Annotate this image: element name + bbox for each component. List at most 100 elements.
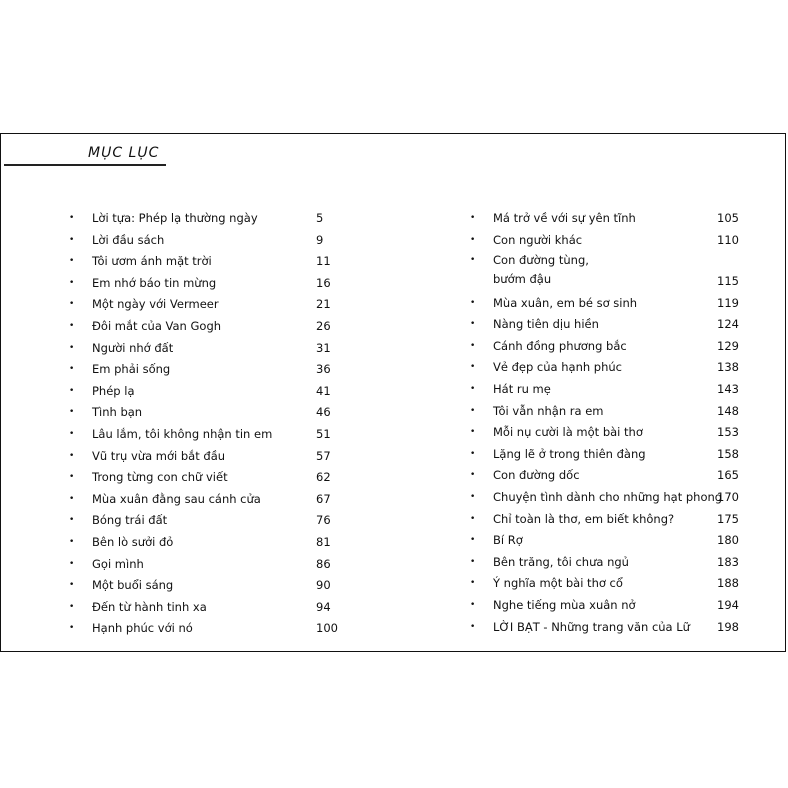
toc-entry: • Con người khác 110: [467, 230, 747, 252]
toc-entry-page: 148: [717, 403, 739, 418]
bullet-icon: •: [470, 405, 476, 416]
toc-entry-title: Gọi mình: [92, 556, 144, 571]
toc-entry-title: Bên trăng, tôi chưa ngủ: [493, 554, 629, 569]
toc-entry-page: 57: [316, 448, 331, 463]
bullet-icon: •: [69, 234, 75, 245]
toc-entry-page: 11: [316, 254, 331, 269]
toc-entry-page: 194: [717, 598, 739, 612]
bullet-icon: •: [69, 277, 75, 288]
toc-entry-title: Em nhớ báo tin mừng: [92, 275, 217, 290]
bullet-icon: •: [470, 600, 476, 610]
toc-entry: • Mùa xuân, em bé sơ sinh 119: [467, 293, 747, 315]
bullet-icon: •: [69, 213, 75, 223]
toc-entry-page: 119: [717, 295, 739, 310]
bullet-icon: •: [470, 578, 476, 589]
toc-entry-title: Bên lò sưởi đỏ: [92, 534, 174, 549]
toc-entry-page: 129: [717, 338, 739, 353]
toc-entry-page: 5: [316, 211, 324, 225]
bullet-icon: •: [470, 340, 476, 351]
bullet-icon: •: [69, 428, 75, 439]
toc-entry-page: 36: [316, 362, 331, 377]
bullet-icon: •: [69, 601, 75, 612]
toc-entry-title: Lời tựa: Phép lạ thường ngày: [92, 211, 258, 225]
toc-entry-title: Con người khác: [493, 232, 583, 247]
bullet-icon: •: [69, 299, 75, 310]
bullet-icon: •: [470, 621, 476, 632]
bullet-icon: •: [69, 558, 75, 569]
toc-entry-title: Lời đầu sách: [92, 232, 165, 247]
toc-right-column: • Má trở về với sự yên tĩnh 105 • Con người …: [467, 208, 747, 638]
bullet-icon: •: [470, 427, 476, 438]
toc-entry: • Người nhớ đất 31: [66, 338, 346, 360]
toc-entry-page: 198: [717, 619, 739, 634]
toc-entry-page: 175: [717, 511, 739, 526]
toc-entry: • Má trở về với sự yên tĩnh 105: [467, 208, 747, 230]
toc-entry: • Hát ru mẹ 143: [467, 379, 747, 401]
toc-entry: • Tình bạn 46: [66, 402, 346, 424]
bullet-icon: •: [69, 342, 75, 353]
bullet-icon: •: [470, 556, 476, 567]
toc-entry: • Bên trăng, tôi chưa ngủ 183: [467, 552, 747, 574]
toc-entry-title: Chỉ toàn là thơ, em biết không?: [493, 511, 675, 526]
toc-entry-page: 9: [316, 232, 324, 247]
toc-entry: • Vẻ đẹp của hạnh phúc 138: [467, 357, 747, 379]
toc-entry-page: 26: [316, 318, 331, 333]
bullet-icon: •: [470, 255, 476, 266]
toc-entry-page: 143: [717, 382, 739, 397]
toc-entry: • Con đường tùng, bướm đậu 115: [467, 251, 747, 293]
page-frame: [0, 133, 786, 652]
toc-entry-page: 81: [316, 534, 331, 549]
toc-entry-title: Em phải sống: [92, 362, 171, 377]
toc-entry-page: 115: [717, 274, 739, 289]
toc-entry-page: 31: [316, 340, 331, 355]
toc-entry: • Chuyện tình dành cho những hạt phong 170: [467, 487, 747, 509]
toc-entry: • Vũ trụ vừa mới bắt đầu 57: [66, 446, 346, 468]
toc-entry: • Bên lò sưởi đỏ 81: [66, 532, 346, 554]
toc-entry-page: 46: [316, 405, 331, 420]
toc-entry-page: 51: [316, 426, 331, 441]
toc-entry-title: Tình bạn: [92, 405, 143, 420]
toc-entry: • Bóng trái đất 76: [66, 510, 346, 532]
toc-entry: • Lâu lắm, tôi không nhận tin em 51: [66, 424, 346, 446]
toc-entry-page: 110: [717, 232, 739, 247]
bullet-icon: •: [69, 515, 75, 526]
toc-entry: • Gọi mình 86: [66, 554, 346, 576]
toc-entry-page: 62: [316, 470, 331, 485]
toc-entry-title: Cánh đồng phương bắc: [493, 338, 627, 353]
toc-entry-page: 124: [717, 317, 739, 332]
toc-entry-page: 158: [717, 446, 739, 461]
bullet-icon: •: [470, 448, 476, 459]
toc-entry-title: Nghe tiếng mùa xuân nở: [493, 598, 636, 612]
toc-left-column: • Lời tựa: Phép lạ thường ngày 5 • Lời đầu s…: [66, 208, 346, 640]
toc-entry: • Mỗi nụ cười là một bài thơ 153: [467, 422, 747, 444]
toc-entry-title: Hát ru mẹ: [493, 382, 551, 397]
toc-entry-page: 16: [316, 275, 331, 290]
toc-entry-title: Con đường dốc: [493, 468, 580, 483]
toc-entry-page: 165: [717, 468, 739, 483]
toc-entry-title: Đến từ hành tinh xa: [92, 599, 207, 614]
toc-entry-title: Mùa xuân đằng sau cánh cửa: [92, 491, 261, 506]
toc-entry-page: 183: [717, 554, 739, 569]
bullet-icon: •: [470, 234, 476, 245]
toc-entry-title: Tôi ươm ánh mặt trời: [92, 254, 212, 269]
toc-entry-page: 180: [717, 533, 739, 548]
bullet-icon: •: [470, 362, 476, 373]
toc-entry: • Bí Rợ 180: [467, 530, 747, 552]
toc-entry-title: Trong từng con chữ viết: [92, 470, 228, 485]
toc-entry: • Ý nghĩa một bài thơ cổ 188: [467, 573, 747, 595]
bullet-icon: •: [470, 319, 476, 330]
toc-entry-page: 153: [717, 425, 739, 440]
toc-entry-title: Một ngày với Vermeer: [92, 297, 219, 312]
bullet-icon: •: [470, 384, 476, 395]
toc-entry-page: 105: [717, 211, 739, 225]
toc-entry: • Lời tựa: Phép lạ thường ngày 5: [66, 208, 346, 230]
toc-entry-title: Nàng tiên dịu hiền: [493, 317, 599, 332]
bullet-icon: •: [69, 536, 75, 547]
toc-entry: • Tôi ươm ánh mặt trời 11: [66, 251, 346, 273]
title-underline: [4, 164, 166, 166]
toc-entry-page: 94: [316, 599, 331, 614]
toc-entry: • Em phải sống 36: [66, 359, 346, 381]
toc-entry: • Cánh đồng phương bắc 129: [467, 336, 747, 358]
toc-entry-title: Bí Rợ: [493, 533, 523, 548]
bullet-icon: •: [69, 385, 75, 396]
